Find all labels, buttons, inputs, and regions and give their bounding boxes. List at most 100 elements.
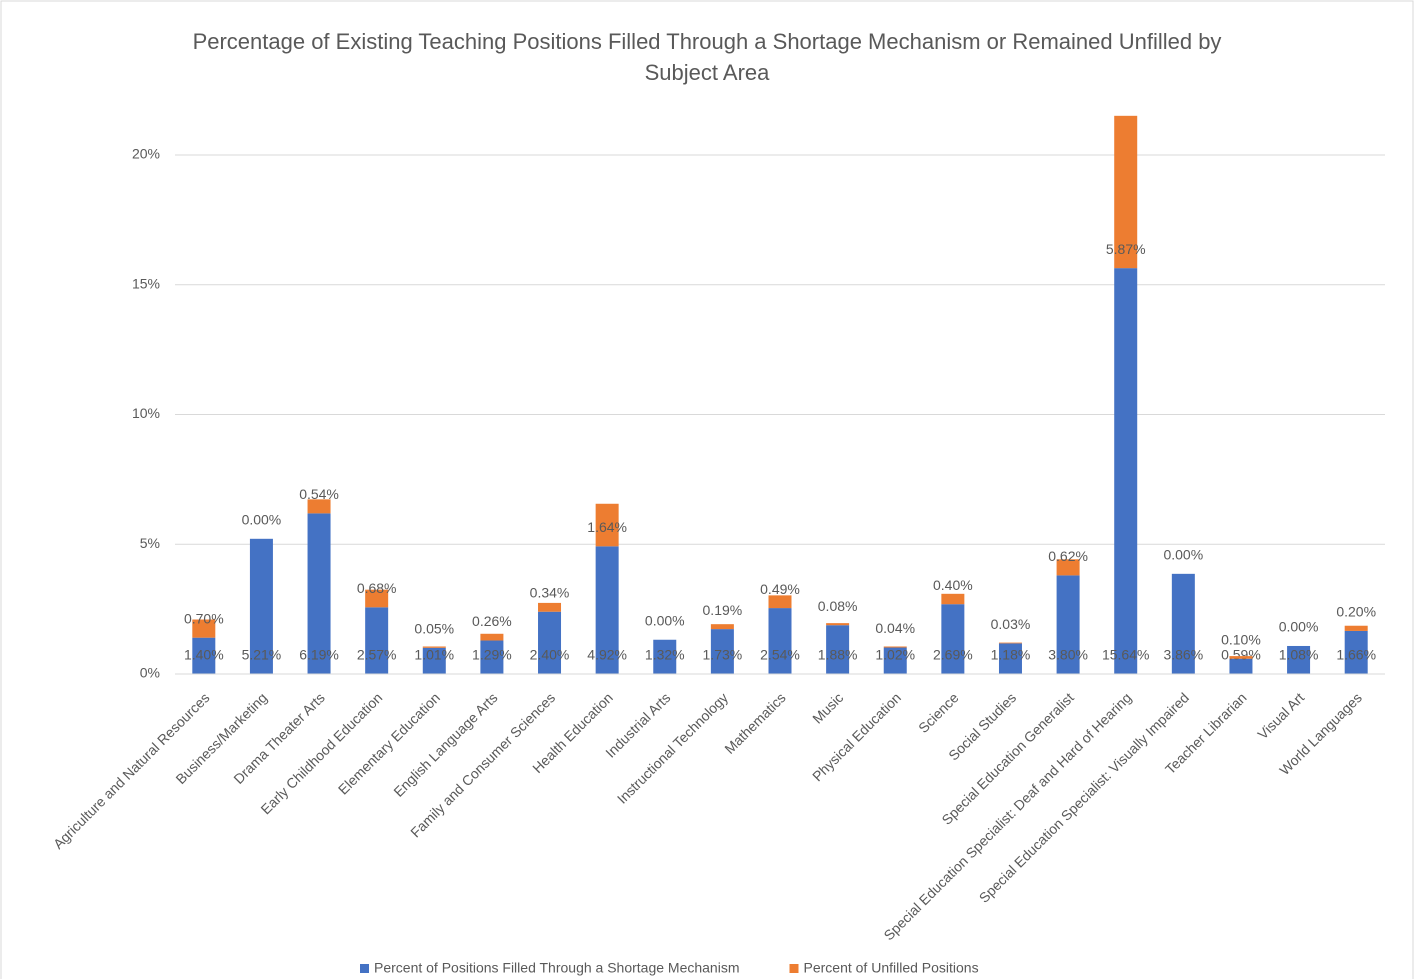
bar-segment	[1114, 115, 1138, 269]
data-label: 0.00%	[1163, 547, 1203, 563]
data-label: 4.92%	[587, 647, 627, 663]
bar-segment	[768, 595, 792, 609]
bar-segment	[480, 640, 504, 674]
legend-swatch	[789, 964, 799, 973]
data-label: 2.69%	[933, 647, 973, 663]
data-label: 3.80%	[1048, 647, 1088, 663]
data-label: 2.54%	[760, 647, 800, 663]
data-label: 0.68%	[357, 580, 397, 596]
bar-segment	[826, 623, 850, 626]
data-label: 15.64%	[1102, 647, 1149, 663]
legend-label: Percent of Positions Filled Through a Sh…	[374, 960, 740, 976]
x-tick-label: Early Childhood Education	[257, 689, 385, 817]
data-label: 0.40%	[933, 577, 973, 593]
bar-segment	[883, 647, 907, 674]
data-label: 0.62%	[1048, 548, 1088, 564]
bar-segment	[941, 604, 965, 674]
bar-segment	[1056, 575, 1080, 674]
bar-segment	[307, 513, 331, 674]
bar-segment	[826, 625, 850, 674]
data-label: 1.29%	[472, 647, 512, 663]
data-label: 1.40%	[184, 647, 224, 663]
bar-segment	[1344, 625, 1368, 631]
data-label: 0.59%	[1221, 647, 1261, 663]
bar-segment	[883, 646, 907, 648]
data-label: 0.70%	[184, 610, 224, 626]
bar-segment	[249, 538, 273, 674]
bar-segment	[768, 608, 792, 674]
bar-segment	[365, 607, 389, 674]
bar-segment	[998, 643, 1022, 674]
bar-segment	[1229, 656, 1253, 659]
bar-segment	[307, 499, 331, 514]
bar-segment	[192, 619, 216, 638]
bar-segment	[480, 633, 504, 641]
bar-segment	[998, 642, 1022, 644]
data-label: 1.73%	[703, 647, 743, 663]
x-tick-label: Visual Art	[1254, 689, 1307, 742]
bar-segment	[1344, 630, 1368, 674]
bar-segment	[1114, 268, 1138, 674]
data-label: 0.05%	[414, 620, 454, 636]
data-label: 0.00%	[242, 512, 282, 528]
data-label: 3.86%	[1163, 647, 1203, 663]
data-label: 1.64%	[587, 519, 627, 535]
legend-swatch	[360, 964, 369, 973]
data-label: 1.02%	[875, 647, 915, 663]
x-tick-label: Science	[915, 689, 962, 736]
bar-segment	[710, 629, 734, 674]
y-tick-label: 15%	[132, 275, 160, 291]
bar-segment	[538, 602, 562, 612]
bar-segment	[710, 624, 734, 630]
data-label: 0.10%	[1221, 631, 1261, 647]
bar-segment	[538, 611, 562, 674]
y-tick-label: 0%	[140, 665, 160, 681]
data-label: 1.18%	[991, 647, 1031, 663]
bar-segment	[365, 589, 389, 608]
x-tick-label: Mathematics	[721, 689, 788, 756]
bar-segment	[941, 593, 965, 605]
x-tick-label: Music	[809, 689, 846, 726]
x-tick-label: Instructional Technology	[614, 689, 731, 806]
legend-label: Percent of Unfilled Positions	[804, 960, 979, 976]
data-label: 1.01%	[414, 647, 454, 663]
bar-segment	[1287, 645, 1311, 674]
data-label: 1.32%	[645, 647, 685, 663]
data-label: 1.66%	[1336, 647, 1376, 663]
data-label: 0.04%	[875, 620, 915, 636]
data-label: 0.19%	[703, 602, 743, 618]
data-label: 5.87%	[1106, 241, 1146, 257]
data-label: 2.57%	[357, 647, 397, 663]
x-tick-label: English Language Arts	[390, 689, 500, 799]
bar-segment	[653, 639, 677, 674]
bar-segment	[422, 647, 446, 674]
data-label: 0.34%	[530, 584, 570, 600]
data-label: 0.49%	[760, 581, 800, 597]
x-tick-label: Special Education Specialist: Visually I…	[976, 689, 1192, 905]
data-label: 0.26%	[472, 613, 512, 629]
x-tick-label: Elementary Education	[335, 689, 443, 797]
data-label: 0.00%	[1279, 619, 1319, 635]
y-tick-label: 5%	[140, 535, 160, 551]
data-label: 5.21%	[242, 647, 282, 663]
y-tick-label: 10%	[132, 405, 160, 421]
y-tick-label: 20%	[132, 146, 160, 162]
data-label: 2.40%	[530, 647, 570, 663]
bar-segment	[1056, 559, 1080, 576]
data-label: 1.88%	[818, 647, 858, 663]
data-label: 0.08%	[818, 598, 858, 614]
bar-segment	[595, 546, 619, 674]
data-label: 0.00%	[645, 612, 685, 628]
data-label: 1.08%	[1279, 647, 1319, 663]
bar-segment	[192, 637, 216, 674]
chart-title: Percentage of Existing Teaching Position…	[192, 29, 1222, 85]
data-label: 0.20%	[1336, 604, 1376, 620]
data-label: 6.19%	[299, 647, 339, 663]
bar-segment	[595, 503, 619, 547]
bar-segment	[1171, 573, 1195, 674]
bar-segment	[422, 646, 446, 648]
data-label: 0.54%	[299, 486, 339, 502]
